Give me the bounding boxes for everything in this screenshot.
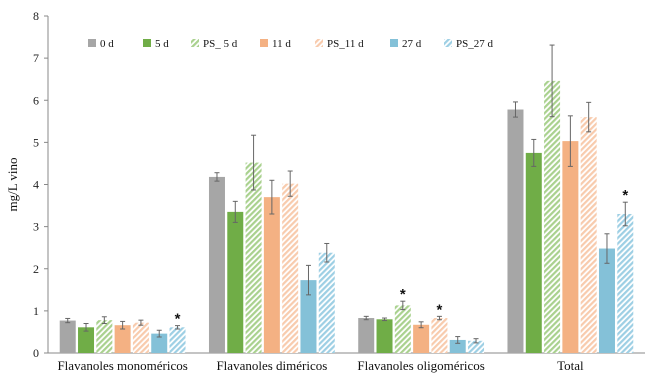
bar-ps-27-d-total [617,213,634,353]
bar-ps-27-d-flavanoles-oligom-ricos [468,340,485,353]
category-label: Flavanoles oligoméricos [357,358,484,373]
y-tick-label: 6 [33,93,39,107]
bar-11-d-flavanoles-oligom-ricos [413,324,430,353]
bar-0-d-flavanoles-monom-ricos [59,320,76,353]
bar-5-d-flavanoles-monom-ricos [78,327,95,353]
significance-asterisk: * [400,286,406,303]
legend-label: 5 d [155,38,169,50]
legend-item-11-d: 11 d [260,38,291,50]
y-axis-title: mg/L vino [5,157,20,211]
legend-item-ps-11-d: PS_11 d [315,38,364,50]
bar-ps-11-d-flavanoles-monom-ricos [132,322,149,353]
legend-label: 11 d [272,38,291,50]
bar-ps-11-d-total [580,117,597,353]
bar-ps-5-d-flavanoles-monom-ricos [96,320,113,353]
bar-5-d-total [525,152,542,353]
legend-item-ps-5-d: PS_ 5 d [191,38,238,50]
legend: 0 d 5 d PS_ 5 d 11 d PS_11 d 27 d PS_27 d [88,38,493,50]
bar-ps-11-d-flavanoles-dim-ricos [282,183,299,353]
legend-swatch [191,39,199,47]
bar-ps-11-d-flavanoles-oligom-ricos [431,318,448,353]
y-tick-label: 7 [33,51,39,65]
legend-label: PS_11 d [327,38,364,50]
y-tick-label: 8 [33,9,39,23]
bars-group: * * * * [59,44,634,353]
significance-asterisk: * [437,301,443,318]
bar-ps-27-d-flavanoles-monom-ricos [169,327,186,353]
bar-27-d-flavanoles-monom-ricos [151,333,168,353]
y-tick-label: 5 [33,135,39,149]
bar-27-d-flavanoles-oligom-ricos [449,339,466,353]
y-tick-label: 0 [33,346,39,360]
bar-11-d-flavanoles-monom-ricos [114,325,131,353]
legend-label: 0 d [100,38,114,50]
bar-0-d-total [507,109,524,353]
significance-asterisk: * [622,187,628,204]
category-label: Total [557,358,584,373]
y-tick-label: 1 [33,304,39,318]
legend-swatch [260,39,268,47]
bar-ps-5-d-total [544,80,561,353]
bar-27-d-total [598,248,615,353]
category-label: Flavanoles monoméricos [57,358,187,373]
legend-label: PS_ 5 d [203,38,238,50]
bar-5-d-flavanoles-oligom-ricos [376,319,393,353]
legend-swatch [444,39,452,47]
legend-item-ps-27-d: PS_27 d [444,38,493,50]
y-tick-label: 4 [33,178,39,192]
bar-0-d-flavanoles-oligom-ricos [358,318,375,353]
category-labels: Flavanoles monoméricos Flavanoles diméric… [57,358,584,373]
legend-swatch [88,39,96,47]
bar-27-d-flavanoles-dim-ricos [300,280,317,353]
legend-label: 27 d [402,38,422,50]
legend-item-0-d: 0 d [88,38,114,50]
legend-label: PS_27 d [456,38,493,50]
bar-ps-5-d-flavanoles-dim-ricos [245,162,262,353]
bar-ps-5-d-flavanoles-oligom-ricos [394,305,411,353]
y-tick-label: 3 [33,220,39,234]
y-tick-labels: 0 1 2 3 4 5 6 7 8 [33,9,48,360]
legend-item-27-d: 27 d [390,38,422,50]
legend-swatch [390,39,398,47]
legend-swatch [143,39,151,47]
bar-ps-27-d-flavanoles-dim-ricos [318,252,335,353]
legend-item-5-d: 5 d [143,38,169,50]
bar-5-d-flavanoles-dim-ricos [227,211,244,353]
y-tick-label: 2 [33,262,39,276]
legend-swatch [315,39,323,47]
bar-11-d-flavanoles-dim-ricos [263,197,280,353]
category-label: Flavanoles diméricos [216,358,327,373]
significance-asterisk: * [175,311,181,328]
bar-11-d-total [562,141,579,353]
bar-0-d-flavanoles-dim-ricos [208,176,225,353]
